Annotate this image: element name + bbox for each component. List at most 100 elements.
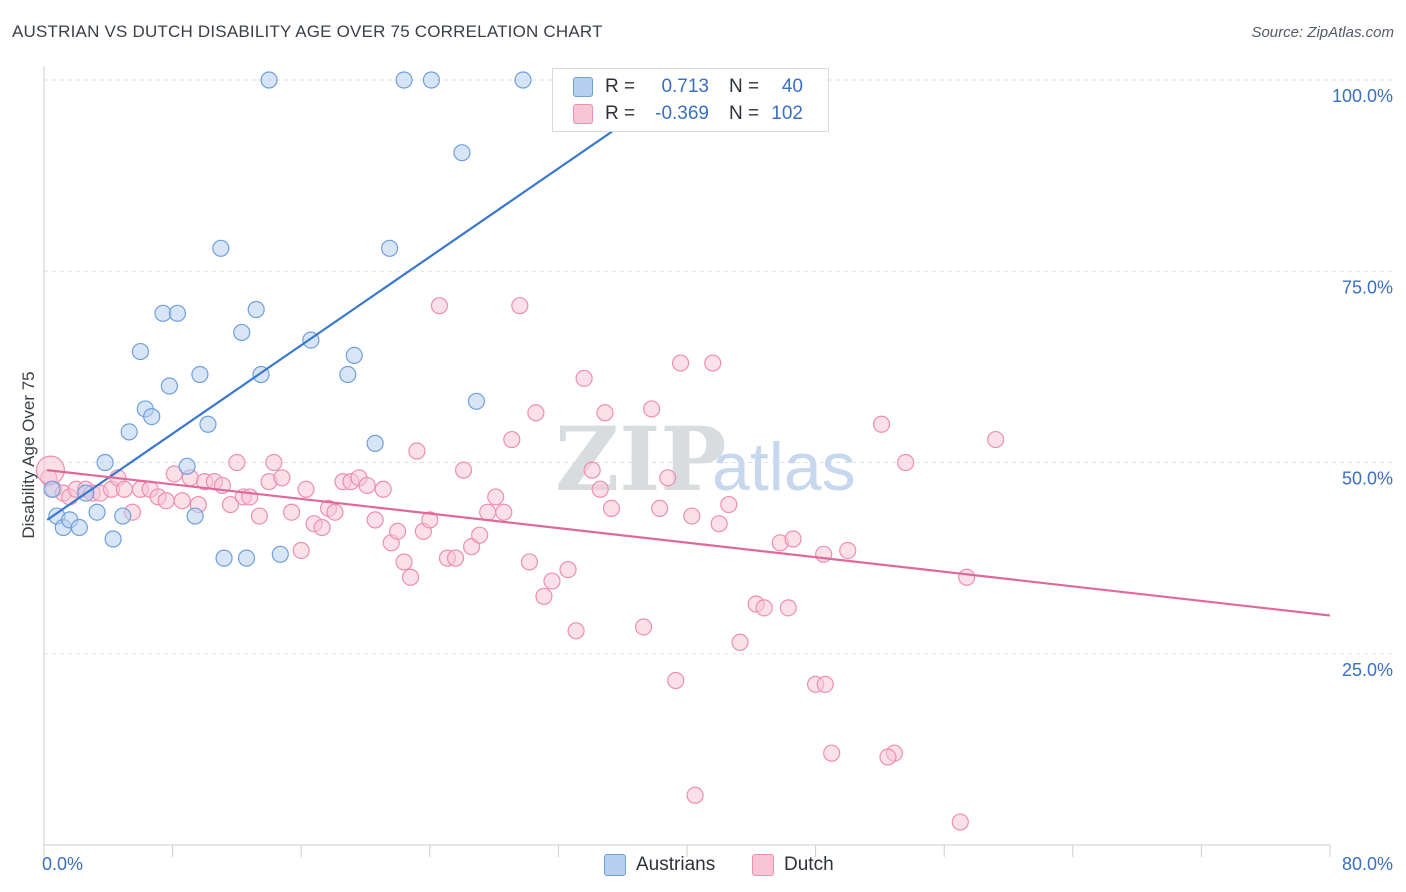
data-point <box>273 469 291 487</box>
data-point <box>271 545 289 563</box>
data-point <box>543 572 561 590</box>
data-point <box>784 530 802 548</box>
data-point <box>559 560 577 579</box>
y-tick-label: 75.0% <box>1342 277 1393 297</box>
chart-source: Source: ZipAtlas.com <box>1251 24 1394 41</box>
data-point <box>114 507 132 525</box>
data-point <box>575 369 593 387</box>
data-point <box>704 354 722 372</box>
legend-swatch-dutch <box>573 104 593 124</box>
data-point <box>495 503 513 521</box>
data-point <box>520 553 539 571</box>
data-point <box>326 503 344 521</box>
data-point <box>228 453 246 472</box>
legend-swatch-dutch <box>752 854 774 876</box>
data-point <box>454 461 473 479</box>
data-point <box>731 633 749 651</box>
data-point <box>879 748 897 766</box>
data-point <box>446 549 465 567</box>
x-tick-label-left: 0.0% <box>42 854 83 874</box>
data-point <box>422 71 441 89</box>
legend-r-value: 0.713 <box>661 76 709 97</box>
data-point <box>651 499 669 517</box>
data-point <box>683 507 701 525</box>
data-point <box>168 304 187 322</box>
data-point <box>389 522 407 540</box>
data-point <box>514 71 532 89</box>
data-point <box>395 553 413 571</box>
y-tick-labels: 100.0% 75.0% 50.0% 25.0% <box>1332 86 1393 680</box>
data-point <box>88 503 106 521</box>
y-tick-label: 50.0% <box>1342 469 1393 489</box>
data-point <box>643 400 661 418</box>
data-point <box>199 415 217 433</box>
legend-n-value: 102 <box>771 103 803 124</box>
data-point <box>503 430 521 449</box>
x-tick-label-right: 80.0% <box>1342 854 1393 874</box>
data-point <box>345 346 363 364</box>
data-point <box>467 392 486 410</box>
data-point <box>408 442 426 460</box>
data-point <box>430 297 449 315</box>
data-point <box>591 480 609 498</box>
chart-title: AUSTRIAN VS DUTCH DISABILITY AGE OVER 75… <box>12 22 603 41</box>
data-point <box>583 461 601 479</box>
data-point <box>987 430 1005 449</box>
data-point <box>381 239 399 257</box>
data-point <box>527 404 545 422</box>
data-point <box>401 568 420 586</box>
data-point <box>339 365 357 384</box>
data-point <box>120 423 138 441</box>
legend-r-label: R = <box>605 76 636 97</box>
legend-item-austrians[interactable]: Austrians <box>604 852 715 878</box>
data-point <box>157 492 175 510</box>
data-point <box>115 480 133 498</box>
legend-n-label: N = <box>729 103 760 124</box>
y-axis-label: Disability Age Over 75 <box>19 371 38 538</box>
data-point <box>479 503 497 521</box>
data-point <box>511 297 529 315</box>
data-point <box>366 434 384 452</box>
data-point <box>70 518 88 537</box>
data-point <box>602 499 621 517</box>
legend-swatch-austrians <box>573 77 593 97</box>
data-point <box>366 511 384 529</box>
data-point <box>596 404 614 422</box>
data-point <box>755 599 773 617</box>
legend-row-austrians: R = 0.713 N = 40 <box>573 75 803 99</box>
data-point <box>720 495 738 514</box>
data-point <box>154 304 172 322</box>
y-tick-label: 100.0% <box>1332 86 1393 106</box>
data-point <box>839 541 857 560</box>
watermark-zip: ZIP <box>555 407 727 511</box>
data-point <box>104 530 122 548</box>
data-point <box>96 453 114 472</box>
trend-lines <box>46 79 1331 617</box>
legend-n-label: N = <box>729 76 760 97</box>
data-point <box>395 71 413 89</box>
data-point <box>43 480 61 498</box>
data-point <box>823 744 841 762</box>
data-point <box>265 453 283 472</box>
data-point <box>958 568 976 586</box>
axes <box>43 66 1331 857</box>
data-point <box>815 545 833 563</box>
data-point <box>143 408 161 426</box>
data-point <box>165 465 183 483</box>
data-point <box>667 671 685 690</box>
watermark-atlas: atlas <box>712 429 856 505</box>
data-point <box>131 342 150 361</box>
data-point <box>260 71 278 89</box>
legend-label-austrians: Austrians <box>636 854 716 875</box>
data-point <box>221 495 240 514</box>
data-point <box>567 622 585 640</box>
data-point <box>186 507 204 525</box>
data-point <box>471 526 489 544</box>
trend-line-dutch <box>47 469 1331 617</box>
data-point <box>453 144 471 162</box>
legend-item-dutch[interactable]: Dutch <box>752 852 834 878</box>
series-austrians <box>43 71 744 567</box>
data-point <box>659 469 677 487</box>
data-point <box>297 480 315 498</box>
data-point <box>241 488 259 506</box>
